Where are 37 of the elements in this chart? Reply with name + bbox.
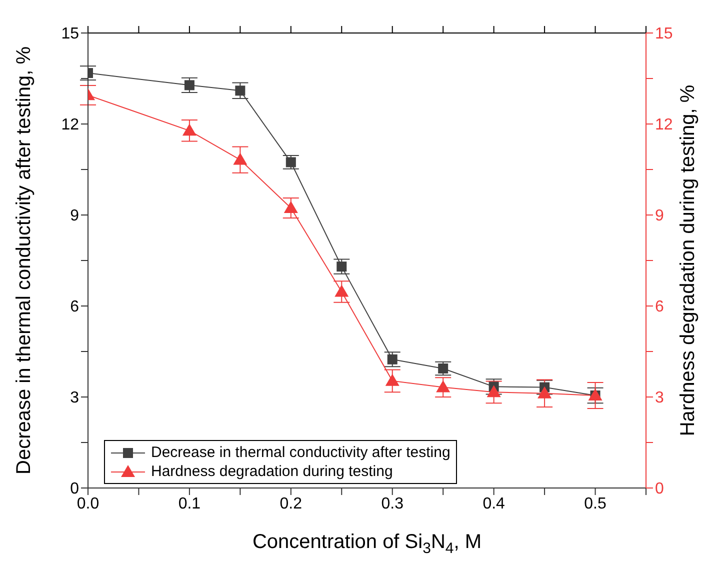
- point: [334, 284, 349, 297]
- y2-tick-label: 12: [655, 116, 673, 134]
- point: [233, 152, 248, 165]
- y2-axis-title: Hardness degradation during testing, %: [677, 84, 699, 436]
- point: [336, 262, 347, 272]
- x-tick-label: 0.5: [584, 495, 606, 512]
- point: [284, 201, 298, 214]
- y-tick-label: 6: [70, 298, 80, 316]
- point: [182, 124, 196, 136]
- y2-tick-label: 3: [655, 390, 664, 407]
- y-tick-label: 9: [70, 208, 80, 225]
- y2-tick-label: 0: [655, 480, 664, 498]
- y-tick-label: 0: [70, 480, 80, 498]
- y-axis-title: Decrease in thermal conductivity after testing, %: [13, 46, 35, 474]
- point: [486, 385, 501, 398]
- y-tick-label: 12: [61, 116, 80, 134]
- point: [436, 380, 450, 392]
- point: [438, 363, 448, 374]
- y2-tick-label: 6: [655, 298, 664, 316]
- y-tick-label: 15: [61, 26, 80, 43]
- point: [184, 80, 194, 90]
- y2-tick-label: 9: [655, 208, 664, 225]
- point: [235, 86, 246, 96]
- point: [385, 374, 400, 386]
- x-axis-title: Concentration of Si$_{3}$N$_{4}$, M: [252, 531, 482, 556]
- x-tick-label: 0.2: [280, 495, 302, 512]
- x-tick-label: 0.4: [482, 495, 506, 512]
- point: [387, 354, 398, 364]
- x-tick-label: 0.0: [76, 495, 100, 512]
- y2-tick-label: 15: [655, 26, 673, 43]
- point: [286, 157, 296, 168]
- point: [538, 386, 552, 398]
- x-tick-label: 0.3: [381, 495, 404, 512]
- x-tick-label: 0.1: [178, 495, 201, 512]
- legend-label: Hardness degradation during testing: [151, 462, 393, 481]
- y-tick-label: 3: [70, 390, 80, 407]
- legend-label: Decrease in thermal conductivity after testing: [151, 443, 450, 462]
